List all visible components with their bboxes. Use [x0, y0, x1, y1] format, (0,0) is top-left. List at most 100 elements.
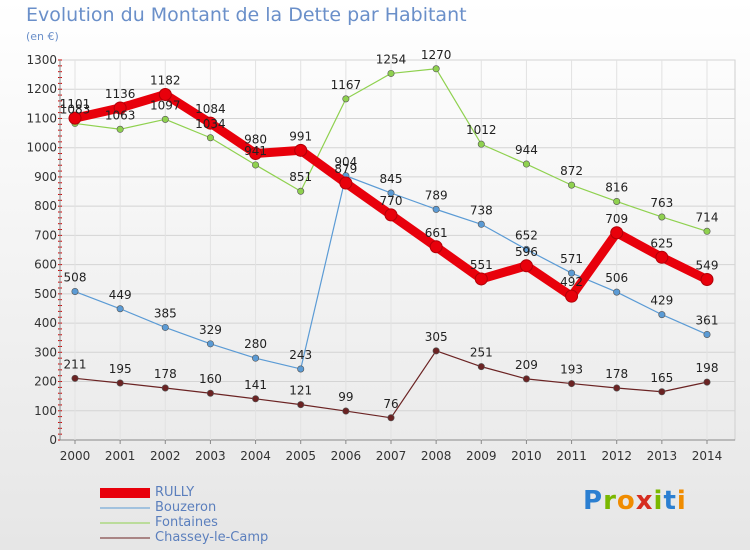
data-point	[703, 227, 711, 235]
data-label: 193	[560, 363, 583, 377]
data-label: 714	[696, 210, 719, 224]
legend-item-rully: RULLY	[100, 485, 268, 500]
data-point	[161, 115, 169, 123]
data-point	[384, 208, 398, 222]
data-point	[703, 378, 711, 386]
data-point	[206, 389, 214, 397]
legend-label-bouzeron: Bouzeron	[155, 500, 217, 515]
data-label: 1136	[105, 87, 136, 101]
data-label: 492	[560, 275, 583, 289]
data-label: 1270	[421, 48, 452, 62]
data-point	[568, 181, 576, 189]
legend-swatch-chassey	[100, 537, 150, 538]
x-tick-label: 2013	[647, 449, 678, 463]
x-tick-label: 2010	[511, 449, 542, 463]
data-label: 209	[515, 358, 538, 372]
chart-title: Evolution du Montant de la Dette par Hab…	[26, 4, 467, 26]
data-label: 709	[605, 212, 628, 226]
legend-item-fontaines: Fontaines	[100, 515, 268, 530]
data-point	[116, 125, 124, 133]
data-label: 738	[470, 203, 493, 217]
data-label: 195	[109, 362, 132, 376]
data-label: 329	[199, 323, 222, 337]
x-tick-label: 2006	[331, 449, 362, 463]
data-label: 251	[470, 346, 493, 360]
data-label: 361	[696, 313, 719, 327]
legend-label-fontaines: Fontaines	[155, 515, 218, 530]
data-point	[297, 365, 305, 373]
data-label: 508	[64, 271, 87, 285]
data-point	[477, 220, 485, 228]
data-point	[342, 95, 350, 103]
data-label: 305	[425, 330, 448, 344]
data-label: 243	[289, 348, 312, 362]
data-point	[71, 374, 79, 382]
y-tick-label: 900	[34, 170, 57, 184]
y-tick-label: 300	[34, 345, 57, 359]
x-tick-label: 2005	[285, 449, 316, 463]
data-label: 1167	[331, 78, 362, 92]
data-point	[294, 143, 308, 157]
data-label: 816	[605, 180, 628, 194]
data-point	[610, 226, 624, 240]
data-label: 845	[380, 172, 403, 186]
data-label: 121	[289, 384, 312, 398]
data-point	[113, 101, 127, 115]
data-point	[432, 205, 440, 213]
y-tick-label: 1200	[26, 82, 57, 96]
legend-swatch-bouzeron	[100, 507, 150, 508]
data-label: 99	[338, 390, 353, 404]
legend-swatch-rully	[100, 487, 150, 498]
x-tick-label: 2004	[240, 449, 271, 463]
data-label: 1012	[466, 123, 497, 137]
data-point	[203, 116, 217, 130]
data-label: 1083	[60, 102, 91, 116]
x-tick-label: 2003	[195, 449, 226, 463]
data-point	[658, 388, 666, 396]
proxiti-logo: Proxiti	[583, 486, 687, 516]
y-tick-label: 1100	[26, 111, 57, 125]
data-label: 76	[383, 397, 398, 411]
data-point	[522, 160, 530, 168]
chart-subtitle: (en €)	[26, 30, 59, 43]
data-label: 904	[334, 155, 357, 169]
data-point	[158, 87, 172, 101]
data-point	[252, 395, 260, 403]
plot-area	[59, 59, 736, 441]
data-point	[68, 111, 82, 125]
data-point	[613, 384, 621, 392]
data-point	[432, 65, 440, 73]
data-label: 551	[470, 258, 493, 272]
data-point	[522, 375, 530, 383]
legend-label-chassey: Chassey-le-Camp	[155, 530, 269, 545]
data-label: 1034	[195, 117, 226, 131]
legend-item-chassey: Chassey-le-Camp	[100, 530, 268, 545]
data-label: 178	[154, 367, 177, 381]
data-point	[655, 250, 669, 264]
data-point	[206, 134, 214, 142]
data-point	[249, 147, 263, 161]
data-point	[477, 140, 485, 148]
data-point	[522, 245, 530, 253]
x-tick-label: 2009	[466, 449, 497, 463]
data-label: 652	[515, 228, 538, 242]
legend: RULLY Bouzeron Fontaines Chassey-le-Camp	[100, 485, 268, 545]
data-point	[387, 414, 395, 422]
data-point	[387, 69, 395, 77]
data-label: 1084	[195, 102, 226, 116]
data-label: 198	[696, 361, 719, 375]
data-label: 141	[244, 378, 267, 392]
data-point	[613, 288, 621, 296]
data-point	[474, 272, 488, 286]
data-point	[477, 363, 485, 371]
data-label: 280	[244, 337, 267, 351]
data-label: 449	[109, 288, 132, 302]
x-tick-label: 2012	[601, 449, 632, 463]
x-tick-label: 2000	[60, 449, 91, 463]
data-point	[116, 305, 124, 313]
data-label: 211	[64, 357, 87, 371]
data-label: 763	[650, 196, 673, 210]
data-label: 385	[154, 306, 177, 320]
data-label: 789	[425, 188, 448, 202]
data-label: 980	[244, 133, 267, 147]
